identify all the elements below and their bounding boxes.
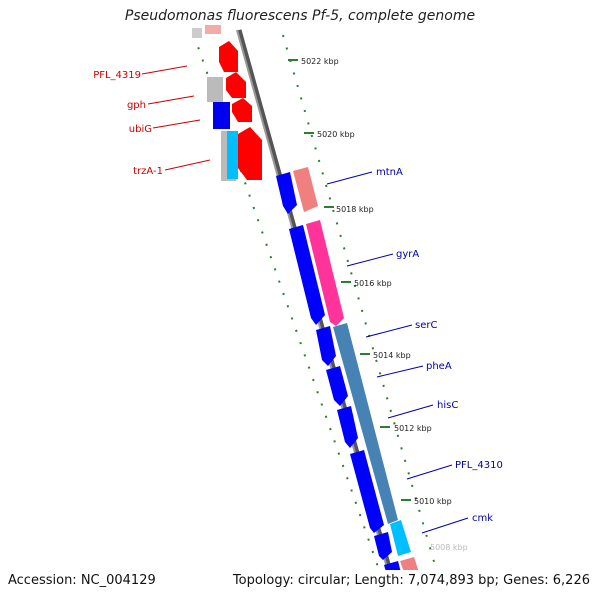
feature-salmon-bottom <box>400 557 419 570</box>
gene-label-forward[interactable]: pheA <box>426 361 452 372</box>
gene-label-reverse[interactable]: gph <box>127 100 146 111</box>
gene-leader-line <box>346 253 394 267</box>
gene-leader-line <box>141 65 188 75</box>
reverse-strand-features <box>192 25 262 181</box>
gene-leader-line <box>152 119 201 129</box>
feature-blue-PFL4310 <box>350 450 384 533</box>
scale-label: 5022 kbp <box>301 57 339 66</box>
scale-label: 5020 kbp <box>317 130 355 139</box>
feature-cyan-cmk <box>390 520 411 556</box>
gene-label-forward[interactable]: serC <box>415 320 437 331</box>
scale-ticks <box>288 59 411 501</box>
gene-label-reverse[interactable]: trzA-1 <box>133 166 163 177</box>
feature-blue-bottom <box>384 561 401 570</box>
accession-label: Accession: NC_004129 <box>8 573 156 588</box>
feature-grey-gph <box>207 77 223 102</box>
feature-blue-hisC <box>337 406 358 448</box>
outer-dotted-ring <box>282 34 438 570</box>
gene-leader-line <box>326 171 373 185</box>
gene-label-forward[interactable]: cmk <box>472 513 493 524</box>
gene-label-forward[interactable]: PFL_4310 <box>455 460 503 471</box>
scale-label: 5012 kbp <box>394 424 432 433</box>
genome-summary: Topology: circular; Length: 7,074,893 bp… <box>232 573 590 588</box>
gene-label-forward[interactable]: hisC <box>437 400 458 411</box>
gene-leader-line <box>147 95 195 105</box>
scale-label: 5018 kbp <box>336 205 374 214</box>
feature-salmon-top <box>205 25 221 34</box>
feature-cyan-trzA <box>227 131 238 179</box>
gene-label-reverse[interactable]: PFL_4319 <box>93 70 141 81</box>
feature-blue-gyrA <box>289 225 325 325</box>
gene-leader-line <box>421 517 469 534</box>
gene-leader-line <box>376 365 424 378</box>
feature-red-4 <box>238 127 262 180</box>
feature-red-3 <box>232 98 252 122</box>
gene-leader-line <box>406 464 453 480</box>
gene-leader-line <box>164 159 211 171</box>
gene-label-reverse[interactable]: ubiG <box>129 124 152 135</box>
gene-leader-line <box>387 404 434 419</box>
gene-label-forward[interactable]: gyrA <box>396 249 419 260</box>
gene-leader-line <box>365 324 413 338</box>
feature-blue-ubiG <box>213 102 230 129</box>
scale-label: 5014 kbp <box>373 351 411 360</box>
feature-blue-mtnA <box>276 172 297 214</box>
map-title: Pseudomonas fluorescens Pf-5, complete g… <box>124 8 476 24</box>
feature-salmon-mtnA <box>293 167 318 212</box>
feature-blue-serC <box>316 326 336 366</box>
scale-label: 5010 kbp <box>414 497 452 506</box>
gene-label-forward[interactable]: mtnA <box>376 167 403 178</box>
scale-label: 5016 kbp <box>354 279 392 288</box>
feature-blue-cmk <box>374 532 392 560</box>
feature-steel-serC <box>333 323 398 524</box>
feature-red-2 <box>226 72 246 98</box>
scale-label: 5008 kbp <box>430 543 468 552</box>
feature-pink-gyrA <box>306 220 344 326</box>
feature-grey-top <box>192 28 202 38</box>
forward-strand-features <box>276 167 419 570</box>
feature-red-1 <box>219 41 238 72</box>
feature-blue-pheA <box>326 366 348 406</box>
